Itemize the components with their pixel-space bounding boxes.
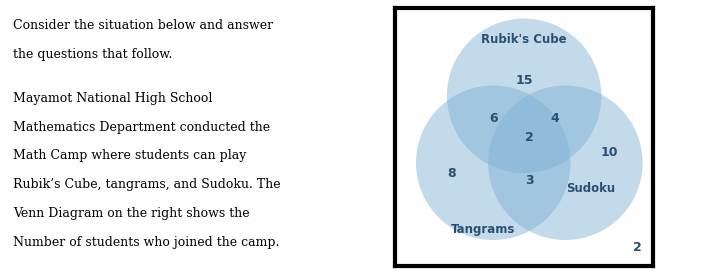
Text: the questions that follow.: the questions that follow. (13, 48, 172, 61)
Text: 8: 8 (448, 167, 457, 179)
Text: Rubik's Cube: Rubik's Cube (481, 33, 567, 46)
Text: Sudoku: Sudoku (567, 182, 615, 195)
Text: 10: 10 (600, 146, 618, 159)
Text: Tangrams: Tangrams (451, 223, 515, 236)
Text: Rubik’s Cube, tangrams, and Sudoku. The: Rubik’s Cube, tangrams, and Sudoku. The (13, 178, 281, 191)
Text: Math Camp where students can play: Math Camp where students can play (13, 149, 246, 162)
Circle shape (416, 85, 571, 240)
Text: Mayamot National High School: Mayamot National High School (13, 92, 213, 105)
Text: 15: 15 (516, 74, 533, 87)
Circle shape (488, 85, 643, 240)
Circle shape (447, 19, 602, 173)
Text: 3: 3 (525, 174, 533, 187)
Text: Consider the situation below and answer: Consider the situation below and answer (13, 19, 274, 32)
Text: 2: 2 (633, 241, 642, 254)
Text: 6: 6 (489, 112, 498, 125)
Text: 2: 2 (525, 130, 533, 144)
Text: Mathematics Department conducted the: Mathematics Department conducted the (13, 121, 271, 133)
Text: Venn Diagram on the right shows the: Venn Diagram on the right shows the (13, 207, 250, 220)
Text: Number of students who joined the camp.: Number of students who joined the camp. (13, 236, 279, 249)
Text: 4: 4 (551, 112, 559, 125)
